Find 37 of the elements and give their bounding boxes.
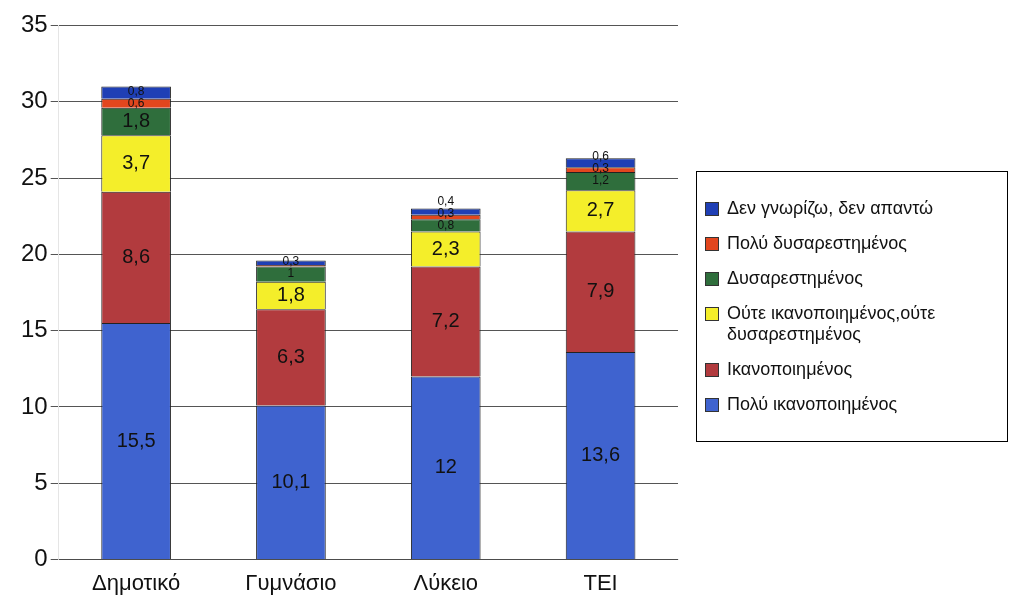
y-tick-label: 25 (20, 162, 48, 190)
y-tick-label: 5 (34, 467, 48, 495)
y-tick-label: 30 (20, 86, 48, 114)
legend-label: Ικανοποιημένος (727, 358, 853, 380)
y-tick-label: 10 (20, 391, 48, 419)
legend-label: Πολύ ικανοποιημένος (727, 393, 898, 415)
data-label: 2,7 (586, 198, 615, 221)
x-tick-label: Γυμνάσιο (245, 569, 337, 595)
data-label: 0,8 (437, 217, 455, 232)
data-label: 1 (287, 266, 295, 281)
data-label: 1,8 (122, 109, 151, 132)
y-tick-label: 0 (34, 544, 48, 572)
legend-label: Δυσαρεστημένος (727, 267, 863, 289)
data-label: 0,8 (127, 83, 145, 98)
y-tick-label: 35 (20, 10, 48, 38)
y-tick-label: 20 (20, 238, 48, 266)
legend-label: Ούτε ικανοποιημένος,ούτε δυσαρεστημένος (727, 302, 937, 345)
data-label: 10,1 (271, 469, 311, 492)
x-tick-label: Λύκειο (413, 569, 479, 595)
legend-label: Πολύ δυσαρεστημένος (727, 232, 908, 254)
data-label: 7,2 (431, 309, 460, 332)
data-label: 3,7 (122, 151, 151, 174)
data-label: 0,6 (127, 95, 145, 110)
data-label: 15,5 (116, 428, 156, 451)
data-label: 12 (434, 455, 457, 478)
data-label: 13,6 (581, 443, 621, 466)
x-tick-label: ΤΕΙ (583, 569, 618, 595)
data-label: 6,3 (277, 344, 305, 367)
data-label: 1,2 (592, 173, 610, 188)
y-tick-label: 15 (20, 315, 48, 343)
legend-label: Δεν γνωρίζω, δεν απαντώ (727, 197, 934, 219)
data-label: 0,4 (437, 193, 455, 208)
data-label: 1,8 (277, 283, 305, 306)
data-label: 2,3 (431, 236, 460, 259)
x-tick-label: Δημοτικό (92, 569, 181, 595)
data-label: 8,6 (122, 244, 151, 267)
data-label: 7,9 (586, 279, 615, 302)
